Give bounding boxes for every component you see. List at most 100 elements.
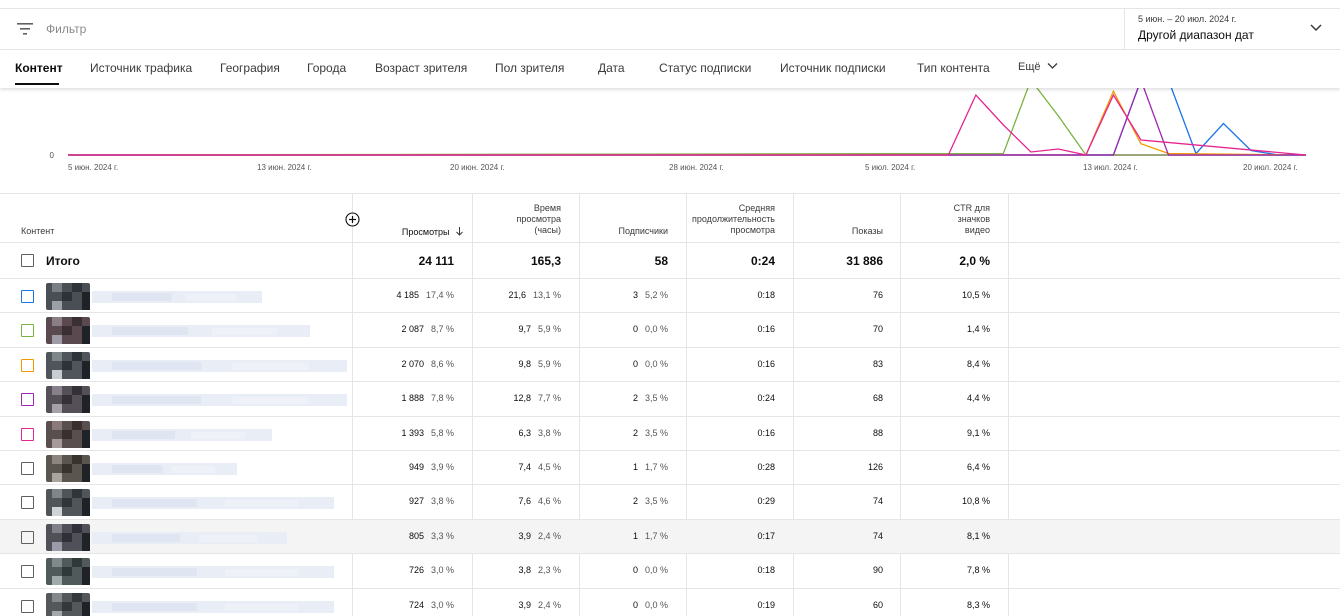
row-checkbox[interactable] — [21, 290, 34, 303]
subscribers-cell: 0 0,0 % — [587, 359, 668, 369]
video-title-redacted[interactable] — [92, 291, 262, 303]
tab-content[interactable]: Контент — [15, 61, 63, 75]
views-cell: 2 070 8,6 % — [360, 359, 454, 369]
ctr-cell: 8,3 % — [966, 599, 990, 610]
table-row[interactable]: 805 3,3 % 3,9 2,4 % 1 1,7 % 0:17 74 8,1 % — [0, 518, 1340, 554]
header-subscribers[interactable]: Подписчики — [618, 226, 668, 236]
table-row[interactable]: 4 185 17,4 % 21,6 13,1 % 3 5,2 % 0:18 76 10,5 % — [0, 278, 1340, 312]
video-thumbnail[interactable] — [46, 489, 90, 517]
total-subscribers: 58 — [654, 254, 668, 268]
date-range-selector[interactable]: 5 июн. – 20 июл. 2024 г. Другой диапазон… — [1124, 9, 1340, 51]
watch-time-percent: 5,9 % — [537, 358, 561, 369]
video-thumbnail[interactable] — [46, 523, 90, 551]
subscribers-percent: 3,5 % — [644, 427, 668, 438]
header-avg-duration[interactable]: Средняя продолжительность просмотра — [676, 203, 775, 236]
subscribers-percent: 0,0 % — [644, 565, 668, 576]
x-tick-label: 5 июл. 2024 г. — [865, 163, 915, 172]
select-all-checkbox[interactable] — [21, 254, 34, 267]
views-cell: 2 087 8,7 % — [360, 324, 454, 334]
video-thumbnail[interactable] — [46, 351, 90, 379]
tab-more[interactable]: Ещё — [1018, 61, 1058, 73]
row-checkbox[interactable] — [21, 427, 34, 441]
row-checkbox[interactable] — [21, 358, 34, 372]
table-row[interactable]: 726 3,0 % 3,8 2,3 % 0 0,0 % 0:18 90 7,8 % — [0, 553, 1340, 587]
tab-viewer-age[interactable]: Возраст зрителя — [375, 61, 468, 75]
subscribers-cell: 2 3,5 % — [587, 393, 668, 403]
table-row[interactable]: 1 888 7,8 % 12,8 7,7 % 2 3,5 % 0:24 68 4,4 % — [0, 381, 1340, 415]
filter-icon[interactable] — [17, 22, 33, 36]
row-checkbox[interactable] — [21, 599, 34, 613]
video-thumbnail[interactable] — [46, 592, 90, 616]
tab-subscription-status[interactable]: Статус подписки — [659, 61, 752, 75]
x-tick-label: 5 июн. 2024 г. — [68, 163, 118, 172]
active-tab-indicator — [15, 83, 59, 85]
video-title-redacted[interactable] — [92, 566, 334, 579]
row-checkbox[interactable] — [21, 393, 34, 407]
tab-cities[interactable]: Города — [307, 61, 347, 75]
row-checkbox[interactable] — [21, 324, 34, 338]
tab-viewer-gender[interactable]: Пол зрителя — [495, 61, 565, 75]
video-title-redacted[interactable] — [92, 600, 334, 613]
views-percent: 8,7 % — [430, 324, 454, 335]
row-checkbox[interactable] — [21, 462, 34, 475]
table-row[interactable]: 2 070 8,6 % 9,8 5,9 % 0 0,0 % 0:16 83 8,4 % — [0, 346, 1340, 381]
video-title-redacted[interactable] — [92, 394, 347, 407]
header-watch-time-line-2: просмотра — [516, 214, 561, 224]
video-thumbnail[interactable] — [46, 317, 90, 345]
ctr-cell: 8,4 % — [966, 358, 990, 369]
header-watch-time[interactable]: Время просмотра (часы) — [480, 203, 561, 236]
video-title-redacted[interactable] — [92, 531, 287, 544]
video-thumbnail[interactable] — [46, 558, 90, 586]
video-title-redacted[interactable] — [92, 359, 347, 372]
avg-duration-cell: 0:16 — [757, 324, 775, 335]
avg-duration-cell: 0:18 — [757, 290, 775, 300]
subscribers-percent: 0,0 % — [644, 358, 668, 369]
subscribers-cell: 3 5,2 % — [587, 290, 668, 300]
table-row[interactable]: 949 3,9 % 7,4 4,5 % 1 1,7 % 0:28 126 6,4 % — [0, 450, 1340, 484]
row-checkbox[interactable] — [21, 565, 34, 579]
table-row[interactable]: 2 087 8,7 % 9,7 5,9 % 0 0,0 % 0:16 70 1,4 % — [0, 312, 1340, 346]
header-views[interactable]: Просмотры — [380, 226, 464, 238]
tab-geography[interactable]: География — [220, 61, 280, 75]
tab-date[interactable]: Дата — [598, 61, 625, 75]
table-row[interactable]: 1 393 5,8 % 6,3 3,8 % 2 3,5 % 0:16 88 9,1 % — [0, 415, 1340, 450]
row-checkbox[interactable] — [21, 496, 34, 510]
add-column-icon[interactable] — [345, 212, 360, 227]
video-title-redacted[interactable] — [92, 325, 310, 338]
views-cell: 949 3,9 % — [360, 462, 454, 472]
subscribers-percent: 1,7 % — [644, 462, 668, 472]
watch-time-value: 7,4 — [518, 462, 531, 472]
watch-time-value: 21,6 — [508, 290, 526, 300]
row-checkbox[interactable] — [21, 530, 34, 544]
video-thumbnail[interactable] — [46, 283, 90, 310]
header-ctr[interactable]: CTR для значков видео — [910, 203, 990, 236]
watch-time-cell: 3,8 2,3 % — [480, 565, 561, 575]
table-row[interactable]: 724 3,0 % 3,9 2,4 % 0 0,0 % 0:19 60 8,3 % — [0, 587, 1340, 616]
tab-more-label: Ещё — [1018, 61, 1041, 73]
tab-content-type[interactable]: Тип контента — [917, 61, 990, 75]
avg-duration-cell: 0:28 — [757, 462, 775, 472]
tab-traffic-source[interactable]: Источник трафика — [90, 61, 193, 75]
impressions-cell: 83 — [872, 358, 883, 369]
video-thumbnail[interactable] — [46, 420, 90, 448]
ctr-cell: 7,8 % — [966, 565, 990, 576]
video-title-redacted[interactable] — [92, 463, 237, 475]
table-row[interactable]: 927 3,8 % 7,6 4,6 % 2 3,5 % 0:29 74 10,8 % — [0, 484, 1340, 518]
subscribers-cell: 0 0,0 % — [587, 600, 668, 610]
header-ctr-line-1: CTR для — [953, 203, 990, 213]
total-views: 24 111 — [418, 254, 454, 268]
avg-duration-cell: 0:16 — [757, 358, 775, 369]
filter-input[interactable]: Фильтр — [46, 22, 87, 36]
video-title-redacted[interactable] — [92, 497, 334, 510]
header-impressions[interactable]: Показы — [851, 226, 883, 236]
video-title-redacted[interactable] — [92, 428, 272, 441]
date-range-label: Другой диапазон дат — [1138, 28, 1254, 42]
column-divider — [793, 194, 794, 616]
watch-time-cell: 9,7 5,9 % — [480, 324, 561, 334]
subscribers-value: 1 — [632, 462, 638, 472]
video-thumbnail[interactable] — [46, 386, 90, 414]
ctr-cell: 9,1 % — [966, 427, 990, 438]
subscribers-value: 0 — [632, 565, 638, 576]
video-thumbnail[interactable] — [46, 455, 90, 482]
tab-subscription-source[interactable]: Источник подписки — [780, 61, 886, 75]
